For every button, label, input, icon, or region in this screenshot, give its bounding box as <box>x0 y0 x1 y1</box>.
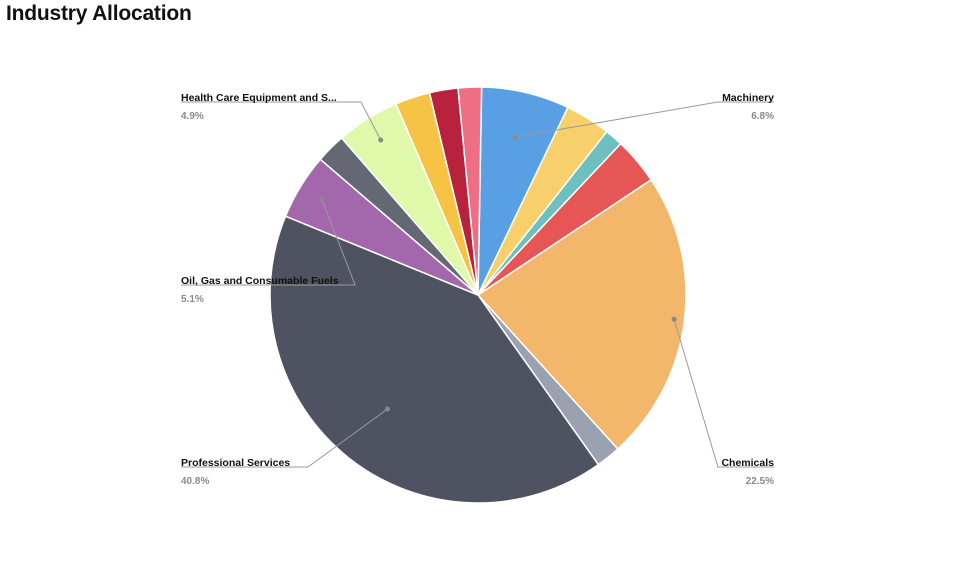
slice-pct-oil-gas-and-consumable-fuels: 5.1% <box>181 294 204 305</box>
slice-label-oil-gas-and-consumable-fuels: Oil, Gas and Consumable Fuels <box>181 275 339 287</box>
slice-label-chemicals: Chemicals <box>721 457 774 469</box>
leader-dot-professional-services <box>385 406 390 412</box>
pie-slice-machinery[interactable] <box>457 86 483 296</box>
slice-pct-machinery: 6.8% <box>751 111 774 122</box>
chart-title: Industry Allocation <box>6 2 192 25</box>
leader-line-professional-services <box>181 408 388 468</box>
slice-labels: Machinery 6.8% Chemicals 22.5% Health Care E… <box>181 92 774 487</box>
slice-label-health-care-equipment-and-s: Health Care Equipment and S... <box>181 92 337 104</box>
leader-line-chemicals <box>673 319 774 468</box>
leader-line-oil-gas-and-consumable-fuels <box>181 199 356 286</box>
pie-slice-professional-services[interactable] <box>269 215 600 504</box>
slice-pct-chemicals: 22.5% <box>746 476 774 487</box>
leader-dot-machinery <box>512 134 518 140</box>
leader-line-machinery <box>515 101 774 138</box>
slice-pct-health-care-equipment-and-s: 4.9% <box>181 111 204 122</box>
slice-pct-professional-services: 40.8% <box>181 476 209 487</box>
leader-line-health-care-equipment-and-s <box>181 101 382 141</box>
leader-dot-oil-gas-and-consumable-fuels <box>319 196 325 202</box>
pie-slices <box>269 86 687 504</box>
slice-label-machinery: Machinery <box>722 92 774 104</box>
leader-dot-health-care-equipment-and-s <box>378 137 384 143</box>
leader-lines <box>181 101 774 468</box>
slice-label-professional-services: Professional Services <box>181 457 290 469</box>
pie-slice-chemicals[interactable] <box>476 178 687 451</box>
leader-dot-chemicals <box>671 316 677 322</box>
